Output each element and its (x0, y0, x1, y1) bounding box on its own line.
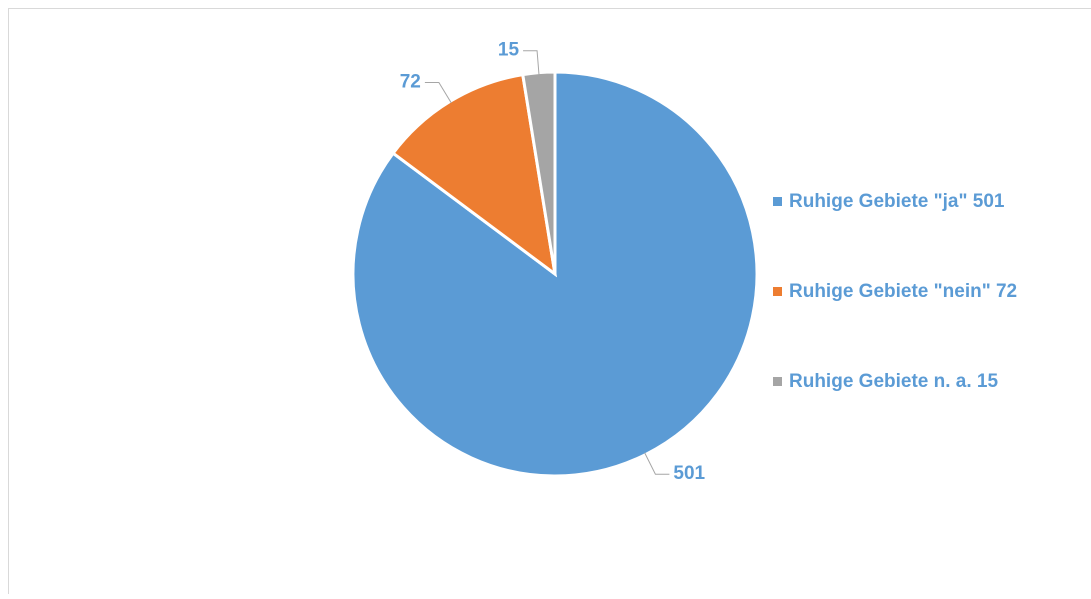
data-label: 15 (498, 40, 520, 61)
legend-swatch (773, 287, 782, 296)
legend-swatch (773, 377, 782, 386)
leader-line (425, 82, 451, 103)
leader-line (645, 453, 670, 474)
legend-swatch (773, 197, 782, 206)
legend-label: Ruhige Gebiete "nein" 72 (789, 281, 1017, 302)
data-label: 72 (400, 71, 421, 92)
legend-label: Ruhige Gebiete n. a. 15 (789, 371, 998, 392)
legend-label: Ruhige Gebiete "ja" 501 (789, 191, 1005, 212)
leader-line (523, 51, 539, 75)
data-label: 501 (673, 463, 705, 484)
